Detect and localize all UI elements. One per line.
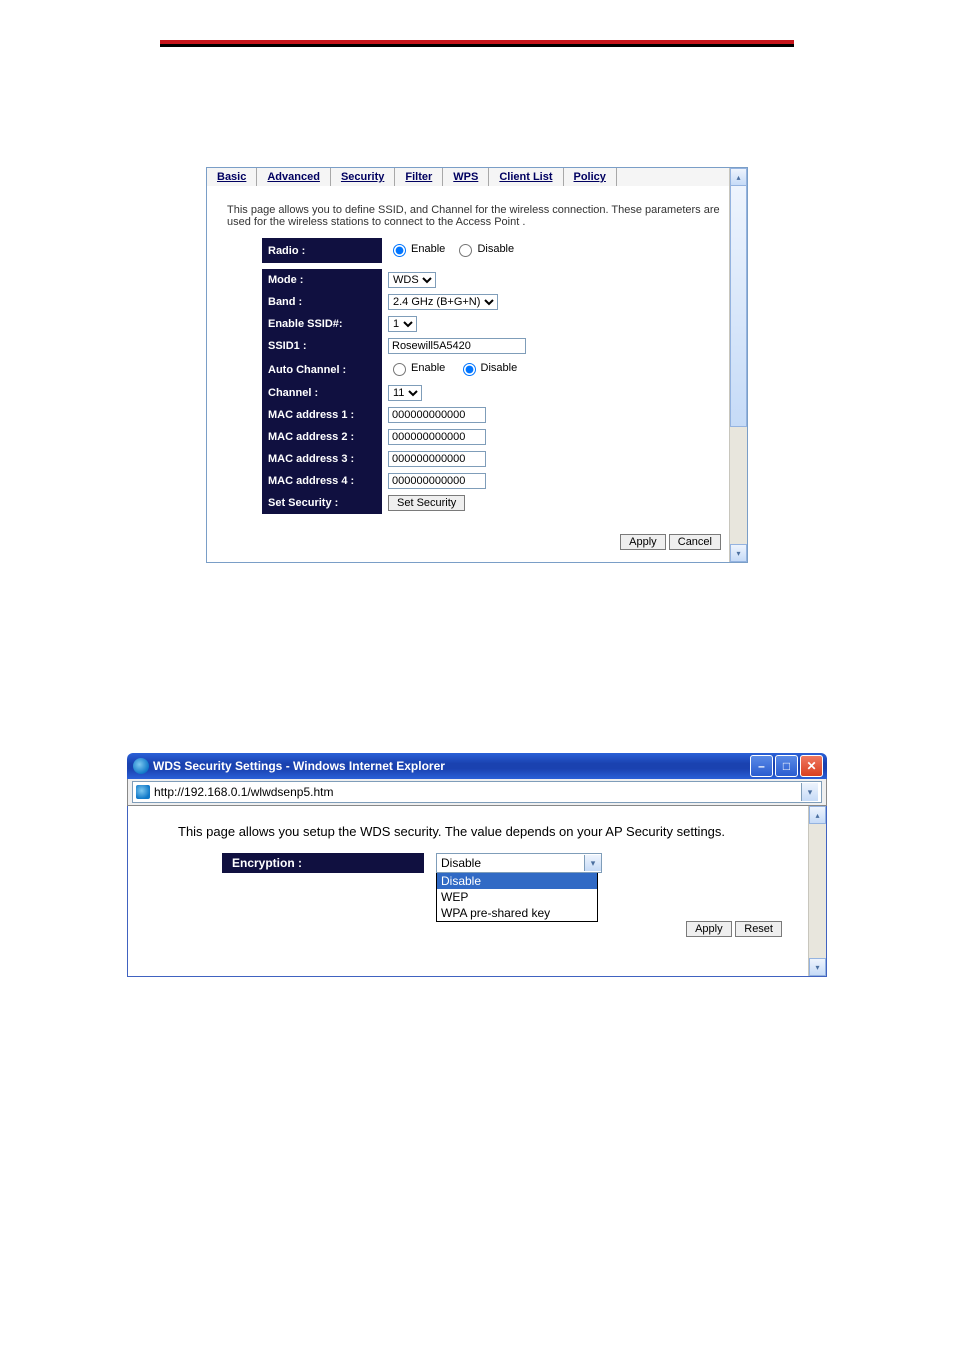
tab-bar: Basic Advanced Security Filter WPS Clien… [207,168,747,186]
encryption-options-list[interactable]: Disable WEP WPA pre-shared key [436,873,598,922]
maximize-button[interactable]: □ [775,755,798,777]
scroll-down-icon[interactable]: ▾ [809,958,826,976]
wireless-basic-panel: Basic Advanced Security Filter WPS Clien… [206,167,748,563]
scroll-up-icon[interactable]: ▴ [809,806,826,824]
set-security-button[interactable]: Set Security [388,495,465,511]
close-button[interactable]: ✕ [800,755,823,777]
channel-label: Channel : [262,382,382,404]
mac3-label: MAC address 3 : [262,448,382,470]
channel-select[interactable]: 11 [388,385,422,401]
page-icon [136,785,150,799]
wds-reset-button[interactable]: Reset [735,921,782,937]
encryption-select[interactable]: Disable ▾ [436,853,602,873]
radio-enable-text: Enable [411,243,445,255]
tab-advanced[interactable]: Advanced [257,168,331,186]
panel2-scrollbar[interactable]: ▴ ▾ [808,806,826,976]
address-bar: http://192.168.0.1/wlwdsenp5.htm ▾ [127,779,827,806]
ssid1-input[interactable] [388,338,526,354]
mode-label: Mode : [262,269,382,291]
encryption-option-wep[interactable]: WEP [437,889,597,905]
wds-intro-text: This page allows you setup the WDS secur… [178,824,786,839]
radio-disable-text: Disable [477,243,514,255]
ie-icon [133,758,149,774]
mode-select[interactable]: WDS [388,272,436,288]
intro-text: This page allows you to define SSID, and… [207,186,747,238]
auto-channel-disable-text: Disable [481,362,518,374]
window-titlebar[interactable]: WDS Security Settings - Windows Internet… [127,753,827,779]
scroll-thumb[interactable] [730,185,747,427]
chevron-down-icon[interactable]: ▾ [584,855,601,871]
cancel-button[interactable]: Cancel [669,534,721,550]
tab-filter[interactable]: Filter [395,168,443,186]
tab-basic[interactable]: Basic [207,168,257,186]
mac1-label: MAC address 1 : [262,404,382,426]
wds-security-window: WDS Security Settings - Windows Internet… [127,753,827,977]
encryption-option-wpa[interactable]: WPA pre-shared key [437,905,597,921]
mac3-input[interactable] [388,451,486,467]
enable-ssid-label: Enable SSID#: [262,313,382,335]
header-black-bar [160,44,794,47]
band-label: Band : [262,291,382,313]
mac4-label: MAC address 4 : [262,470,382,492]
address-input-wrap[interactable]: http://192.168.0.1/wlwdsenp5.htm ▾ [132,781,822,803]
address-url: http://192.168.0.1/wlwdsenp5.htm [154,785,801,799]
encryption-label: Encryption : [222,853,424,873]
encryption-selected-value: Disable [441,856,481,870]
tab-policy[interactable]: Policy [564,168,617,186]
encryption-option-disable[interactable]: Disable [437,873,597,889]
panel1-scrollbar[interactable]: ▴ ▾ [729,168,747,562]
tab-client-list[interactable]: Client List [489,168,563,186]
auto-channel-enable-text: Enable [411,362,445,374]
tab-wps[interactable]: WPS [443,168,489,186]
auto-channel-enable-radio[interactable] [393,363,406,376]
mac2-label: MAC address 2 : [262,426,382,448]
scroll-down-icon[interactable]: ▾ [730,544,747,562]
band-select[interactable]: 2.4 GHz (B+G+N) [388,294,498,310]
auto-channel-label: Auto Channel : [262,357,382,382]
radio-enable-radio[interactable] [393,244,406,257]
tab-security[interactable]: Security [331,168,395,186]
apply-button[interactable]: Apply [620,534,666,550]
set-security-label: Set Security : [262,492,382,514]
settings-table: Radio : Enable Disable Mode : WDS [262,238,532,514]
auto-channel-disable-radio[interactable] [463,363,476,376]
mac2-input[interactable] [388,429,486,445]
mac1-input[interactable] [388,407,486,423]
page-header [0,40,954,47]
ssid1-label: SSID1 : [262,335,382,357]
radio-disable-radio[interactable] [459,244,472,257]
wds-apply-button[interactable]: Apply [686,921,732,937]
scroll-up-icon[interactable]: ▴ [730,168,747,186]
minimize-button[interactable]: – [750,755,773,777]
mac4-input[interactable] [388,473,486,489]
radio-label: Radio : [262,238,382,263]
address-dropdown-icon[interactable]: ▾ [801,783,818,801]
window-title: WDS Security Settings - Windows Internet… [149,759,748,773]
enable-ssid-select[interactable]: 1 [388,316,417,332]
